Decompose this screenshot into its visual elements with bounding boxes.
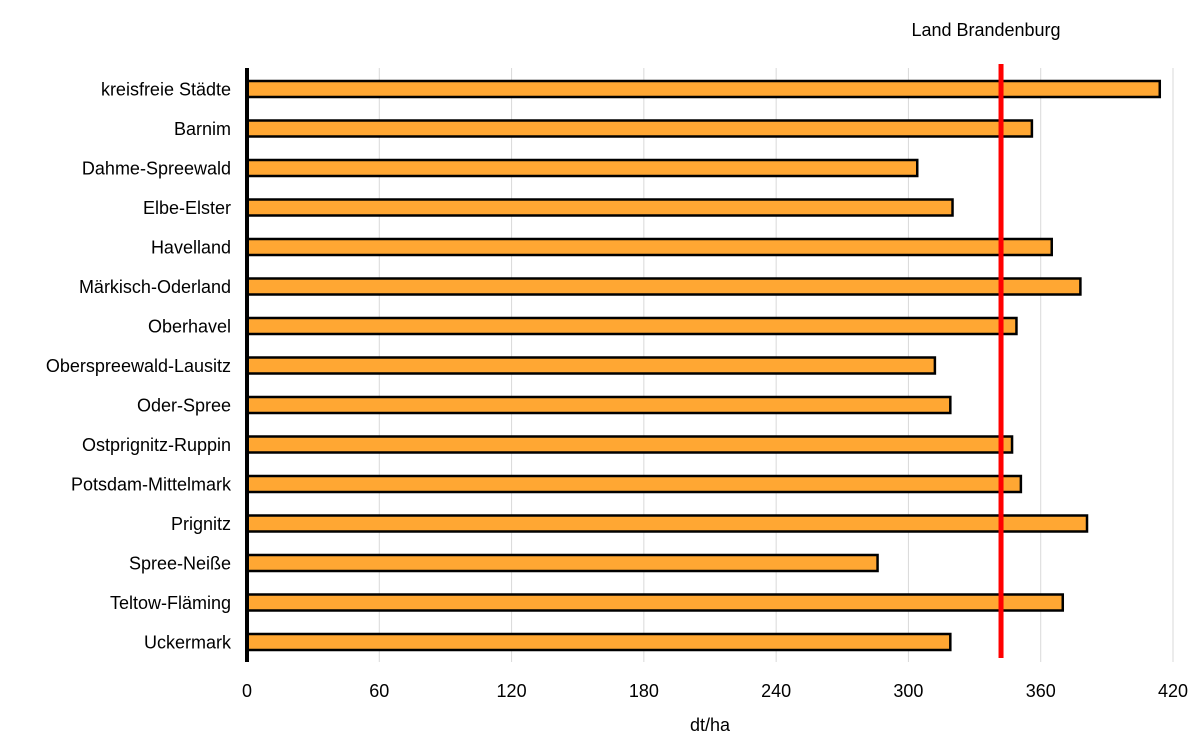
reference-line-label: Land Brandenburg <box>911 20 1060 40</box>
bar <box>245 435 1014 454</box>
category-label: Dahme-Spreewald <box>82 159 231 179</box>
category-label: Barnim <box>174 119 231 139</box>
x-axis-title: dt/ha <box>690 715 731 735</box>
bar <box>245 79 1162 99</box>
x-tick-label: 240 <box>761 681 791 701</box>
category-labels: kreisfreie Städte Barnim Dahme-Spreewald El… <box>46 80 232 653</box>
bar <box>245 593 1065 612</box>
x-tick-label: 300 <box>893 681 923 701</box>
x-tick-label: 360 <box>1026 681 1056 701</box>
bar <box>245 395 952 415</box>
category-label: Oberspreewald-Lausitz <box>46 356 231 376</box>
category-label: Spree-Neiße <box>129 554 231 574</box>
bar <box>245 119 1034 138</box>
category-label: Prignitz <box>171 514 231 534</box>
category-label: Oder-Spree <box>137 396 231 416</box>
x-tick-label: 0 <box>242 681 252 701</box>
bar <box>245 158 919 178</box>
x-tick-label: 60 <box>369 681 389 701</box>
x-tick-labels: 0 60 120 180 240 300 360 420 <box>242 681 1188 701</box>
x-tick-label: 180 <box>629 681 659 701</box>
bar <box>245 356 937 375</box>
bar <box>245 474 1023 494</box>
bars-group <box>245 79 1162 652</box>
bar <box>245 553 879 573</box>
bar <box>245 316 1018 336</box>
category-label: Elbe-Elster <box>143 198 231 218</box>
x-tick-label: 120 <box>497 681 527 701</box>
category-label: Havelland <box>151 238 231 258</box>
category-label: Ostprignitz-Ruppin <box>82 435 231 455</box>
bar <box>245 514 1089 533</box>
x-tick-label: 420 <box>1158 681 1188 701</box>
bar <box>245 632 952 652</box>
category-label: kreisfreie Städte <box>101 80 231 100</box>
category-label: Potsdam-Mittelmark <box>71 475 232 495</box>
category-label: Teltow-Fläming <box>110 593 231 613</box>
bar <box>245 277 1082 296</box>
category-label: Uckermark <box>144 633 232 653</box>
bar <box>245 198 954 217</box>
category-label: Oberhavel <box>148 317 231 337</box>
bar <box>245 237 1053 257</box>
category-label: Märkisch-Oderland <box>79 277 231 297</box>
